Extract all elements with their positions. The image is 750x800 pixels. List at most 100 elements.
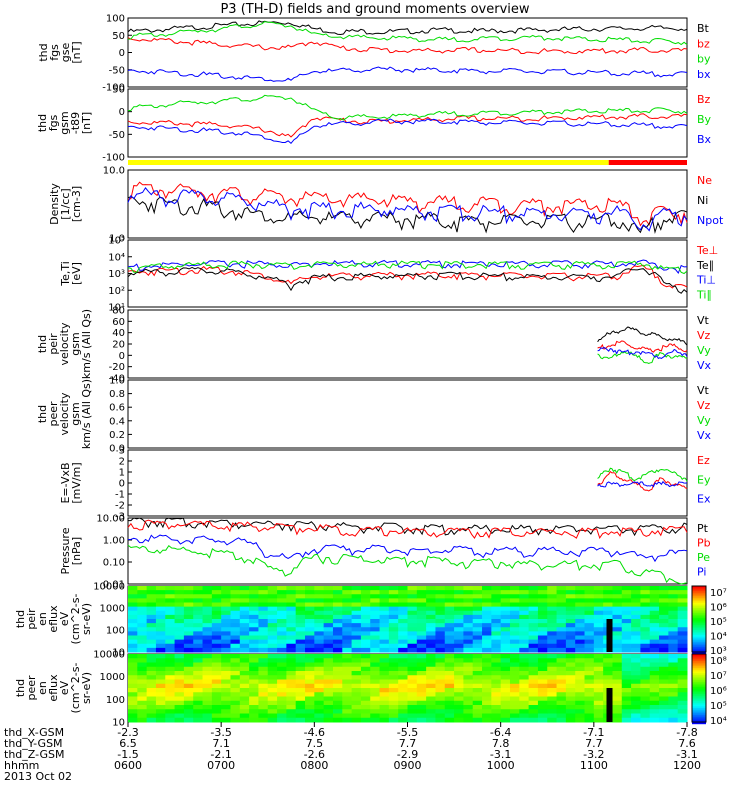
spectrogram-cell <box>454 602 464 608</box>
colorbar-segment <box>692 662 706 665</box>
colorbar-segment <box>692 692 706 695</box>
spectrogram-cell <box>332 696 343 702</box>
spectrogram-cell <box>379 692 390 697</box>
spectrogram-cell <box>426 606 436 612</box>
spectrogram-cell <box>482 639 492 645</box>
spectrogram-cell <box>584 594 595 599</box>
spectrogram-cell <box>444 631 455 636</box>
spectrogram-cell <box>379 631 390 636</box>
spectrogram-cell <box>407 635 418 641</box>
spectrogram-cell <box>351 610 362 616</box>
spectrogram-cell <box>575 688 586 693</box>
spectrogram-cell <box>370 619 381 624</box>
spectrogram-cell <box>593 705 604 710</box>
spectrogram-cell <box>137 619 148 624</box>
spectrogram-cell <box>267 606 278 612</box>
spectrogram-cell <box>388 671 399 676</box>
spectrogram-cell <box>221 643 231 649</box>
spectrogram-cell <box>379 627 390 632</box>
spectrogram-cell <box>677 692 688 697</box>
spectrogram-cell <box>360 631 371 636</box>
spectrogram-cell <box>323 654 334 659</box>
spectrogram-cell <box>286 713 297 719</box>
spectrogram-cell <box>277 635 287 641</box>
y-tick-label: 100 <box>106 14 125 25</box>
spectrogram-cell <box>528 635 539 641</box>
spectrogram-cell <box>640 654 651 659</box>
spectrogram-cell <box>202 700 213 706</box>
spectrogram-cell <box>370 700 381 706</box>
spectrogram-cell <box>286 717 297 723</box>
spectrogram-cell <box>454 623 464 628</box>
spectrogram-cell <box>388 717 399 723</box>
spectrogram-cell <box>612 717 623 723</box>
spectrogram-cell <box>575 717 586 723</box>
spectrogram-cell <box>239 713 250 719</box>
spectrogram-cell <box>416 614 427 620</box>
spectrogram-cell <box>435 679 446 685</box>
spectrogram-cell <box>416 647 427 653</box>
spectrogram-cell <box>267 614 278 620</box>
spectrogram-cell <box>211 696 222 702</box>
spectrogram-cell <box>631 696 641 702</box>
spectrogram-cell <box>155 627 166 632</box>
spectrogram-cell <box>435 688 446 693</box>
spectrogram-cell <box>314 631 325 636</box>
spectrogram-cell <box>211 639 222 645</box>
y-tick-label: 10.00 <box>96 514 125 525</box>
spectrogram-cell <box>193 586 204 591</box>
spectrogram-cell <box>286 662 297 668</box>
spectrogram-cell <box>407 675 418 680</box>
spectrogram-cell <box>593 662 604 668</box>
spectrogram-cell <box>482 696 492 702</box>
spectrogram-cell <box>370 675 381 680</box>
spectrogram-cell <box>137 606 148 612</box>
spectrogram-cell <box>277 696 287 702</box>
spectrogram-cell <box>482 647 492 653</box>
spectrogram-cell <box>640 717 651 723</box>
spectrogram-cell <box>174 590 185 595</box>
x-tick-value: -5.5 <box>397 726 418 739</box>
spectrogram-cell <box>388 675 399 680</box>
spectrogram-cell <box>258 639 269 645</box>
spectrogram-cell <box>193 709 204 714</box>
spectrogram-cell <box>128 619 138 624</box>
spectrogram-cell <box>482 709 492 714</box>
spectrogram-cell <box>193 631 204 636</box>
spectrogram-cell <box>500 606 511 612</box>
spectrogram-cell <box>360 683 371 689</box>
spectrogram-cell <box>491 700 502 706</box>
spectrogram-cell <box>463 696 474 702</box>
spectrogram-cell <box>668 639 679 645</box>
spectrogram-cell <box>537 688 548 693</box>
spectrogram-cell <box>565 619 576 624</box>
spectrogram-cell <box>323 696 334 702</box>
spectrogram-cell <box>491 662 502 668</box>
spectrogram-cell <box>230 713 241 719</box>
spectrogram-cell <box>258 586 269 591</box>
spectrogram-cell <box>286 643 297 649</box>
spectrogram-cell <box>332 627 343 632</box>
spectrogram-cell <box>565 666 576 672</box>
spectrogram-cell <box>174 631 185 636</box>
spectrogram-cell <box>472 647 483 653</box>
spectrogram-cell <box>491 688 502 693</box>
spectrogram-cell <box>407 610 418 616</box>
spectrogram-cell <box>677 683 688 689</box>
spectrogram-cell <box>388 598 399 603</box>
spectrogram-cell <box>519 590 530 595</box>
spectrogram-cell <box>547 700 558 706</box>
spectrogram-cell <box>370 590 381 595</box>
data-gap <box>606 619 613 652</box>
spectrogram-cell <box>351 647 362 653</box>
colorbar-segment <box>692 604 706 607</box>
spectrogram-cell <box>165 647 176 653</box>
y-axis-label: [nT] <box>80 112 93 134</box>
spectrogram-cell <box>472 662 483 668</box>
spectrogram-cell <box>370 635 381 641</box>
spectrogram-cell <box>239 614 250 620</box>
spectrogram-cell <box>631 679 641 685</box>
spectrogram-cell <box>603 586 613 591</box>
spectrogram-cell <box>519 635 530 641</box>
spectrogram-cell <box>398 602 408 608</box>
